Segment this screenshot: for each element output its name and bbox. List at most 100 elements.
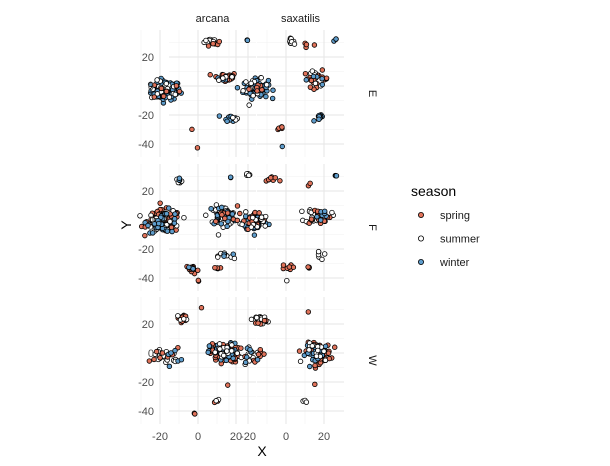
point-spring [238,345,244,351]
point-spring [212,265,218,271]
point-summer [228,348,235,354]
point-winter [270,87,276,93]
point-summer [322,251,328,257]
point-spring [142,232,148,239]
point-spring [279,124,285,130]
point-summer [258,75,264,81]
point-spring [159,350,166,356]
y-tick-label: -40 [138,273,154,285]
point-summer [262,223,268,229]
point-winter [269,95,276,102]
point-winter [171,216,178,222]
point-spring [207,72,213,78]
panel-arcana-E [140,30,256,157]
legend: season spring summer winter [411,183,480,269]
point-summer [321,348,327,354]
point-winter [322,343,329,349]
point-spring [296,348,303,354]
x-tick-label: 20 [230,431,242,443]
point-spring [189,126,195,133]
y-axis-title: Y [118,220,134,230]
point-summer [248,316,255,323]
point-summer [312,80,319,87]
point-spring [302,70,309,77]
point-spring [303,41,310,48]
legend-key-winter [417,258,424,265]
point-winter [164,228,171,234]
point-spring [255,320,261,326]
point-spring [157,355,163,361]
point-summer [254,224,260,230]
point-winter [317,217,324,223]
point-winter [166,205,172,211]
point-spring [151,82,158,88]
point-spring [257,346,263,353]
point-spring [219,212,225,218]
y-tick-label: 20 [142,319,154,331]
point-winter [230,251,236,257]
point-summer [215,254,221,260]
point-winter [166,363,173,370]
point-summer [322,357,329,363]
point-summer [246,172,252,179]
point-summer [243,79,249,85]
point-winter [227,174,234,180]
point-summer [203,212,209,218]
point-spring [280,262,287,268]
point-spring [312,362,318,369]
point-winter [234,85,241,91]
point-winter [216,113,223,119]
point-spring [176,88,183,95]
point-summer [248,224,254,230]
point-winter [158,214,164,221]
point-spring [312,381,318,388]
point-winter [263,93,269,100]
point-summer [203,37,209,44]
legend-label-winter: winter [439,257,470,269]
point-spring [319,67,326,73]
facet-col-label: saxatilis [281,13,321,25]
point-summer [246,102,252,108]
facet-row-label: E [366,90,378,97]
point-winter [145,222,151,229]
point-spring [195,267,201,274]
y-tick-label: -20 [138,110,154,122]
point-spring [308,216,315,222]
point-winter [247,347,253,353]
point-summer [213,398,219,404]
point-summer [220,75,226,81]
point-spring [213,218,219,225]
y-tick-label: -20 [138,377,154,389]
y-tick-label: 0 [148,215,154,227]
x-tick-label: -20 [240,431,256,443]
point-winter [169,228,175,235]
point-summer [154,77,160,83]
point-winter [333,173,340,179]
point-spring [325,350,332,356]
point-summer [315,347,321,354]
x-tick-label: 0 [283,431,289,443]
legend-title: season [411,183,456,199]
point-summer [329,209,335,216]
point-summer [306,347,312,353]
point-summer [250,92,256,99]
point-spring [234,217,241,224]
point-winter [205,349,211,356]
point-winter [219,204,225,211]
point-winter [307,363,313,370]
point-winter [178,356,185,363]
point-summer [250,214,256,221]
point-spring [305,264,311,270]
point-spring [307,84,314,90]
point-summer [167,218,173,225]
point-spring [286,264,293,270]
point-winter [311,118,317,124]
point-winter [218,221,224,227]
point-winter [310,73,317,80]
point-spring [254,88,260,94]
point-winter [176,175,183,181]
point-spring [216,38,223,45]
point-spring [153,348,160,355]
legend-label-summer: summer [440,234,480,246]
